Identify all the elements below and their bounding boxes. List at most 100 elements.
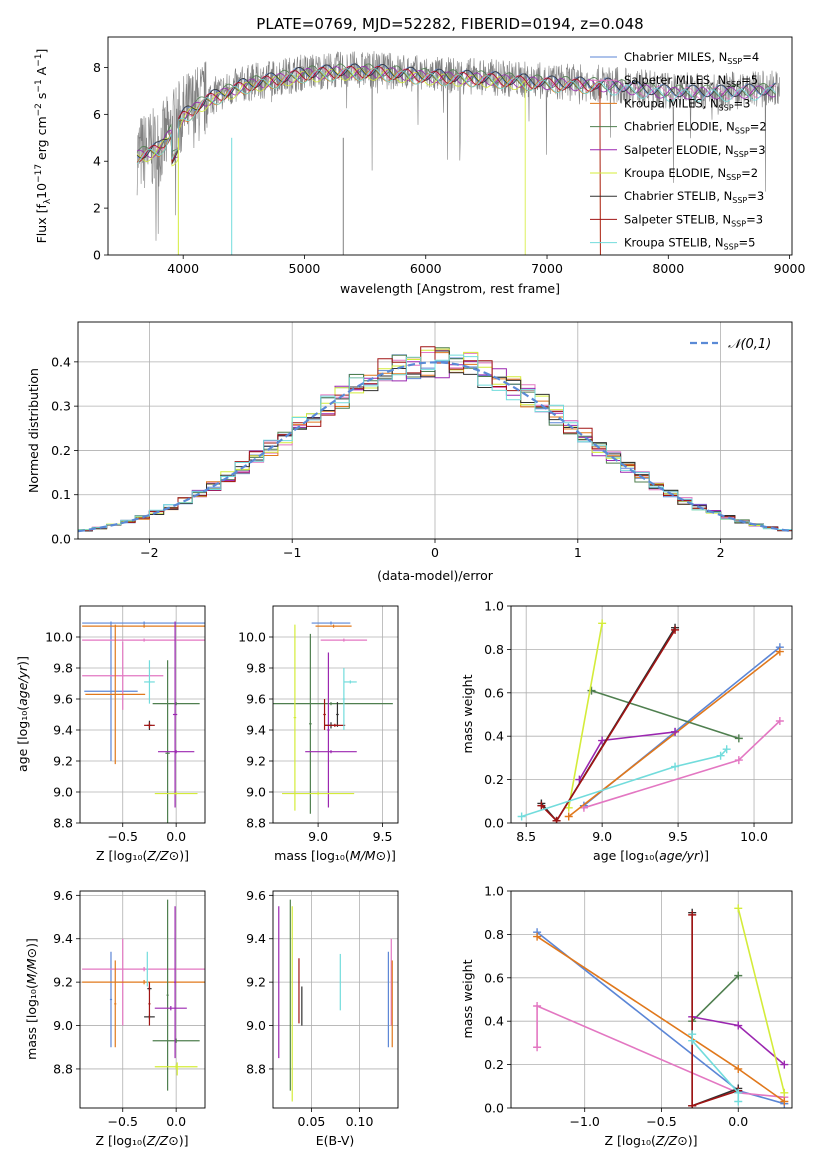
axes-frame [79, 605, 206, 824]
weight-marker [533, 1043, 542, 1052]
mass_vs_Z-axes: −0.5 0.0 8.8 9.0 9.2 9.4 9.6 Z [log₁₀(Z/Z⊙)] mas… [24, 888, 206, 1148]
observed-spectrum-line [136, 51, 780, 241]
axes-frame [272, 890, 399, 1109]
y-tick-label: 9.6 [246, 692, 266, 707]
y-tick-label: 0.0 [51, 532, 71, 547]
y-tick-label: 9.6 [53, 692, 73, 707]
x-tick-label: −0.5 [108, 1114, 138, 1129]
x-axis-label: wavelength [Angstrom, rest frame] [340, 281, 560, 296]
weight_vs_age-axes: 8.5 9.0 9.5 10.0 0.0 0.2 0.4 0.6 0.8 1.0 age [log₁… [460, 599, 793, 863]
x-tick-label: 9.0 [308, 829, 328, 844]
weight-marker [780, 1088, 789, 1097]
y-tick-label: 8 [93, 60, 101, 75]
y-tick-label: 9.6 [246, 888, 266, 903]
legend-entry: Chabrier STELIB, NSSP=3 [624, 189, 764, 205]
y-tick-label: 9.2 [53, 754, 73, 769]
y-tick-label: 0.4 [51, 354, 71, 369]
legend-entry: 𝒩(0,1) [728, 337, 771, 352]
weight-line [540, 627, 676, 823]
weight-marker [533, 1002, 542, 1011]
y-tick-label: 2 [93, 201, 101, 216]
x-tick-label: 0 [431, 545, 439, 560]
weight-marker [552, 816, 561, 823]
y-tick-label: 0.2 [51, 443, 71, 458]
y-tick-label: 0.2 [484, 1057, 504, 1072]
y-tick-label: 0.0 [484, 816, 504, 831]
model-spectrum-line [136, 63, 776, 165]
mass_vs_ebv-axes: 0.05 0.10 8.8 9.0 9.2 9.4 9.6 E(B-V) [246, 888, 399, 1148]
weight-marker [688, 1036, 697, 1045]
y-tick-label: 9.2 [246, 975, 266, 990]
x-tick-label: 9.5 [668, 829, 688, 844]
weight-line [591, 689, 740, 740]
weight_vs_Z-axes: −1.0 −0.5 0.0 0.0 0.2 0.4 0.6 0.8 1.0 Z [log₁₀(Z/… [460, 884, 793, 1148]
mass_vs_Z-plot-area [82, 899, 205, 1091]
y-tick-label: 0.2 [484, 772, 504, 787]
spectrum-axes: 4000 5000 6000 7000 8000 9000 0 2 4 6 8 wavelength … [34, 36, 806, 296]
y-tick-label: 0.0 [484, 1101, 504, 1116]
mass_vs_ebv-plot-area [278, 899, 393, 1102]
weight-marker [734, 904, 743, 913]
y-axis-label: mass [log₁₀(M/M⊙)] [24, 938, 39, 1060]
y-axis-label: Flux [fλ10−17 erg cm−2 s−1 A−1] [34, 49, 53, 244]
chart-title: PLATE=0769, MJD=52282, FIBERID=0194, z=0… [256, 15, 643, 33]
weight-marker [598, 619, 607, 628]
axes-frame [510, 890, 793, 1109]
y-tick-label: 10.0 [45, 630, 73, 645]
legend: Chabrier MILES, NSSP=4 Salpeter MILES, NS… [590, 50, 767, 252]
legend-entry: Chabrier ELODIE, NSSP=2 [624, 120, 767, 136]
weight-marker [722, 745, 731, 754]
y-axis-label: Normed distribution [26, 368, 41, 493]
weight-marker [734, 1064, 743, 1073]
y-tick-label: 9.4 [246, 931, 266, 946]
y-tick-label: 8.8 [246, 816, 266, 831]
x-tick-label: 2 [717, 545, 725, 560]
normal-curve [78, 361, 792, 533]
weight-marker [734, 1021, 743, 1030]
x-tick-label: 6000 [410, 261, 442, 276]
model-spectrum-line [136, 63, 776, 155]
x-tick-label: 0.0 [166, 1114, 186, 1129]
y-axis-label: mass weight [460, 959, 475, 1038]
legend-entry: Salpeter MILES, NSSP=5 [624, 73, 758, 89]
x-tick-label: −0.5 [108, 829, 138, 844]
weight-marker [598, 736, 607, 745]
weight-line [521, 748, 728, 818]
model-spectrum-line [136, 68, 526, 255]
residuals-axes: −2 −1 0 1 2 0.0 0.1 0.2 0.3 0.4 𝒩(0,1) (data-model)… [26, 321, 793, 583]
weight-marker [671, 727, 680, 736]
x-axis-label: Z [log₁₀(Z/Z⊙)] [96, 1133, 189, 1148]
weight-line [540, 629, 676, 823]
y-tick-label: 9.4 [53, 723, 73, 738]
x-tick-label: 7000 [531, 261, 563, 276]
axes-frame [510, 605, 793, 824]
axes-frame [272, 605, 399, 824]
y-tick-label: 0.8 [484, 642, 504, 657]
legend-entry: Kroupa STELIB, NSSP=5 [624, 236, 755, 252]
y-tick-label: 9.4 [246, 723, 266, 738]
age_vs_mass-plot-area [273, 621, 393, 814]
weight-line [536, 935, 785, 1103]
y-tick-label: 0.8 [484, 927, 504, 942]
y-tick-label: 9.4 [53, 931, 73, 946]
x-axis-label: Z [log₁₀(Z/Z⊙)] [96, 848, 189, 863]
age_vs_Z-axes: −0.5 0.0 8.8 9.0 9.2 9.4 9.6 9.8 10.0 Z [log₁₀(Z/… [15, 605, 206, 863]
x-tick-label: −0.5 [646, 1114, 676, 1129]
weight-line [737, 908, 786, 1093]
y-tick-label: 0.4 [484, 1014, 504, 1029]
age_vs_Z-plot-area [82, 621, 205, 823]
x-tick-label: −1 [283, 545, 301, 560]
weight-marker [688, 910, 697, 919]
y-tick-label: 8.8 [246, 1061, 266, 1076]
model-spectrum-line [136, 68, 776, 165]
weight-line [691, 914, 739, 1107]
x-tick-label: 1 [574, 545, 582, 560]
y-tick-label: 6 [93, 107, 101, 122]
weight-marker [688, 1101, 697, 1108]
y-tick-label: 0.3 [51, 399, 71, 414]
x-tick-label: 5000 [289, 261, 321, 276]
weight-line [567, 623, 603, 808]
y-tick-label: 9.0 [53, 1018, 73, 1033]
weight-line [578, 731, 676, 781]
